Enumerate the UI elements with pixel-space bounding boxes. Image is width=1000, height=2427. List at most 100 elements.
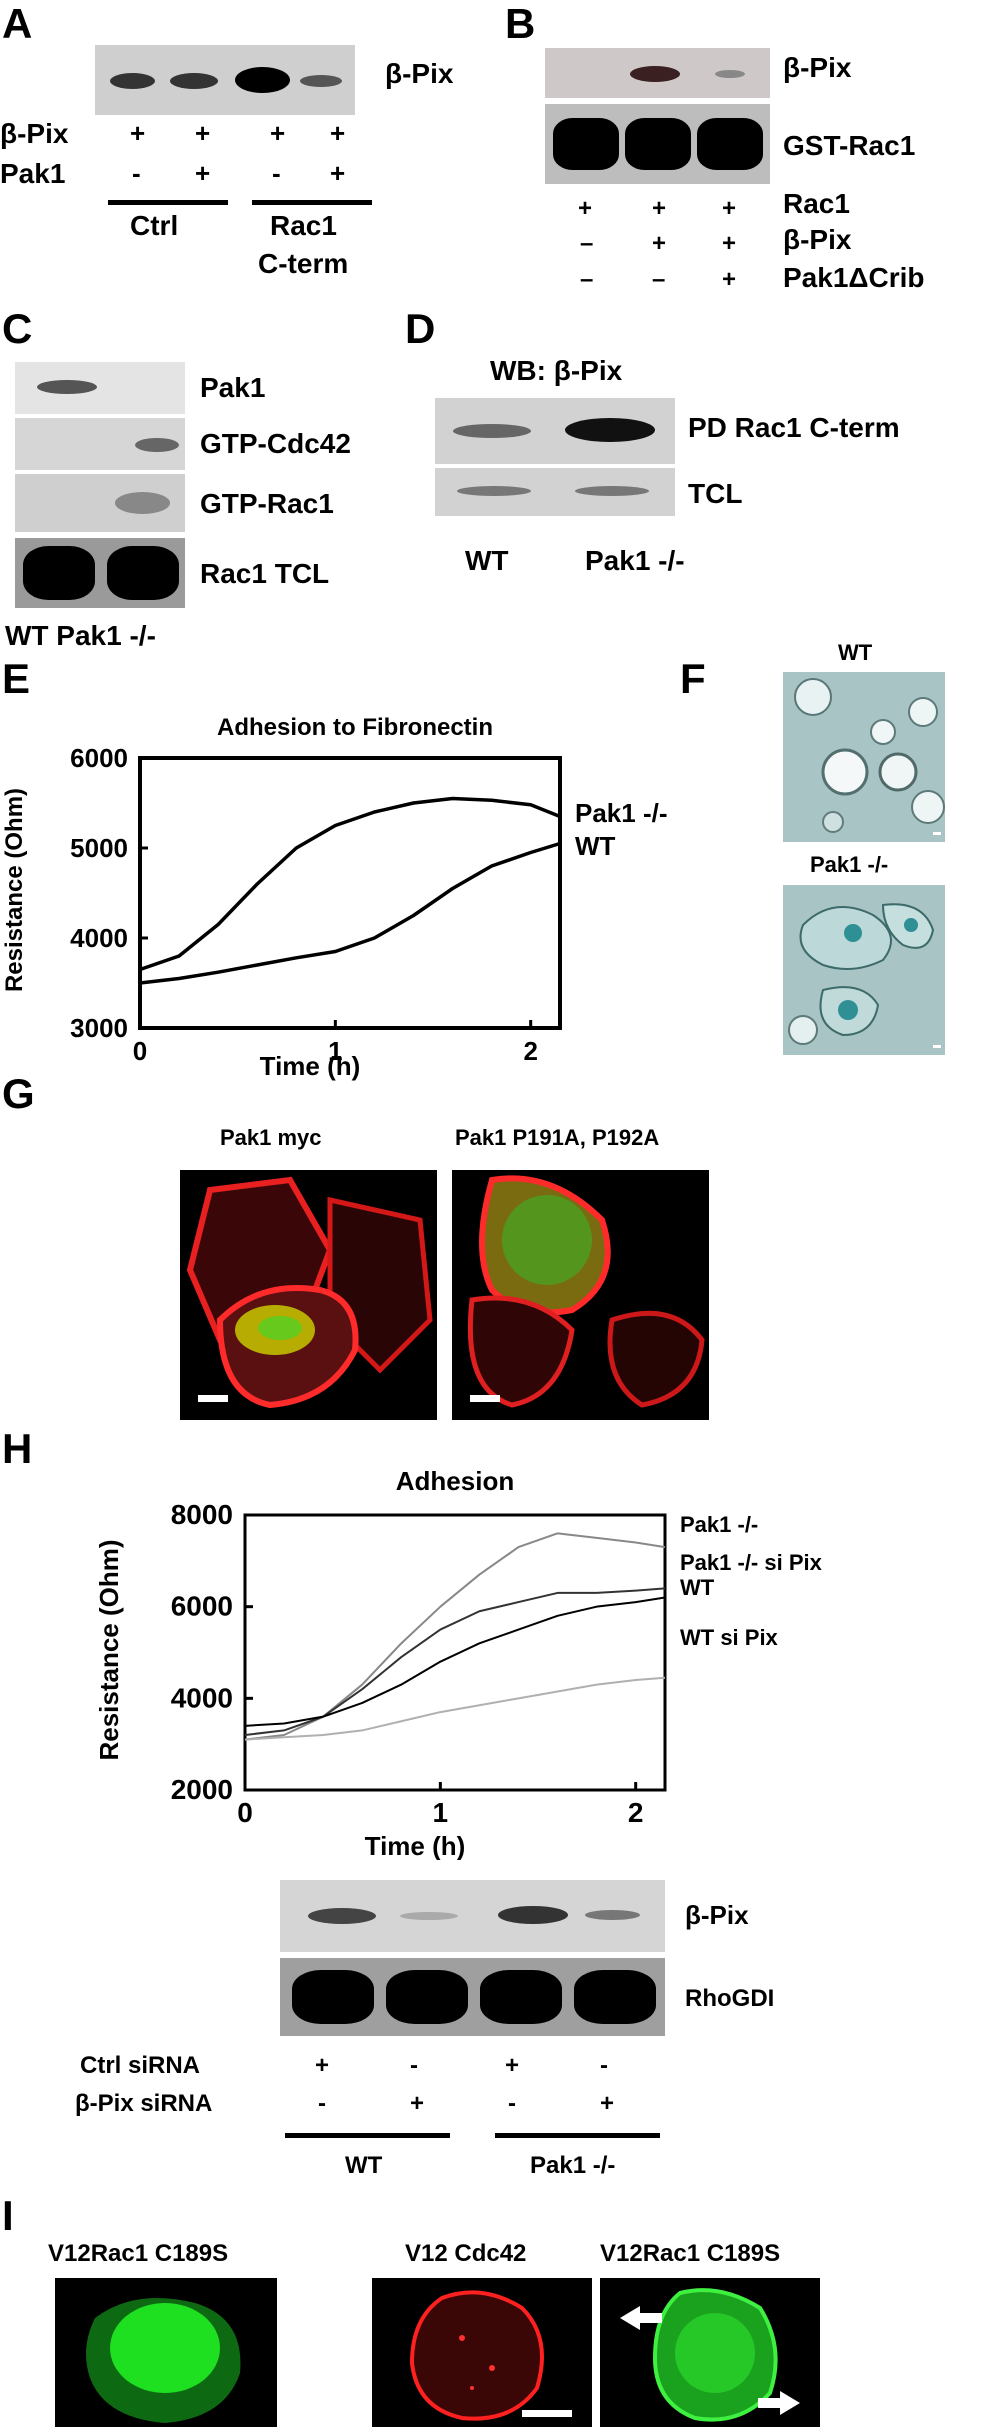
x-tick-label: 0 bbox=[237, 1797, 253, 1828]
mark: + bbox=[195, 118, 211, 148]
series-label-pak1: Pak1 -/- bbox=[680, 1512, 758, 1537]
lane-labels: WT Pak1 -/- bbox=[5, 620, 156, 651]
mark: + bbox=[130, 118, 146, 148]
row-label-beta-pix-sirna: β-Pix siRNA bbox=[75, 2090, 213, 2117]
blot-b-gst-rac1 bbox=[545, 104, 770, 184]
image-label-pak1: Pak1 -/- bbox=[810, 852, 889, 877]
chart-title: Adhesion bbox=[396, 1466, 514, 1496]
series-line-pak1-si-pix bbox=[244, 1587, 666, 1736]
series-label-pak1-sipix: Pak1 -/- si Pix bbox=[680, 1550, 823, 1575]
lane-label-wt: WT bbox=[465, 545, 509, 576]
x-tick-label: 0 bbox=[133, 1036, 147, 1066]
mark: - bbox=[600, 2052, 608, 2079]
mark: + bbox=[652, 230, 667, 257]
y-tick-label: 3000 bbox=[70, 1013, 128, 1043]
image-label-pak1-mutant: Pak1 P191A, P192A bbox=[455, 1125, 660, 1150]
series-label-wt: WT bbox=[575, 831, 616, 861]
blot-label: β-Pix bbox=[783, 52, 852, 83]
blot-c-gtp-rac1 bbox=[15, 474, 185, 532]
y-tick-label: 6000 bbox=[70, 743, 128, 773]
chart-h: Adhesion Resistance (Ohm) Time (h) 8000 6… bbox=[94, 1466, 823, 1860]
row-label-ctrl-sirna: Ctrl siRNA bbox=[80, 2052, 201, 2079]
micrograph-g-pak1-myc bbox=[180, 1170, 437, 1420]
blot-label: β-Pix bbox=[385, 58, 454, 89]
mark: – bbox=[580, 230, 594, 257]
series-line-wt-si-pix bbox=[244, 1676, 666, 1741]
y-tick-label: 4000 bbox=[70, 923, 128, 953]
image-label-pak1-myc: Pak1 myc bbox=[220, 1125, 322, 1150]
blot-label: β-Pix bbox=[685, 1900, 749, 1930]
mark: - bbox=[318, 2090, 326, 2117]
y-tick-label: 8000 bbox=[171, 1499, 233, 1530]
group-label-wt: WT bbox=[345, 2152, 383, 2179]
group-label-pak1: Pak1 -/- bbox=[530, 2152, 616, 2179]
series-line-pak1- bbox=[139, 796, 561, 972]
panel-letter-b: B bbox=[505, 0, 536, 47]
blot-d-pd-rac1 bbox=[435, 398, 675, 464]
mark: + bbox=[270, 118, 286, 148]
blot-a-beta-pix bbox=[95, 45, 355, 115]
row-label-pak1: Pak1 bbox=[0, 158, 66, 189]
group-rule-pak1 bbox=[495, 2133, 660, 2138]
panel-letter-c: C bbox=[2, 305, 33, 352]
row-label-beta-pix: β-Pix bbox=[0, 118, 69, 149]
plot-frame bbox=[138, 756, 562, 1030]
mark: - bbox=[410, 2052, 418, 2079]
x-tick-label: 1 bbox=[433, 1797, 449, 1828]
micrograph-g-pak1-mutant bbox=[452, 1170, 709, 1420]
mark: + bbox=[722, 266, 737, 293]
group-label-cterm: C-term bbox=[258, 248, 349, 279]
y-tick-label: 6000 bbox=[171, 1591, 233, 1622]
blot-b-beta-pix bbox=[545, 48, 770, 98]
row-label: Rac1 bbox=[783, 188, 850, 219]
group-rule-wt bbox=[285, 2133, 450, 2138]
x-axis-label: Time (h) bbox=[365, 1831, 466, 1860]
image-label-wt: WT bbox=[838, 640, 873, 665]
series-label-pak1: Pak1 -/- bbox=[575, 798, 668, 828]
blot-label: PD Rac1 C-term bbox=[688, 412, 900, 443]
lane-label-pak1: Pak1 -/- bbox=[585, 545, 685, 576]
mark: + bbox=[330, 118, 346, 148]
y-tick-label: 4000 bbox=[171, 1682, 233, 1713]
blot-header: WB: β-Pix bbox=[490, 355, 623, 386]
mark: + bbox=[505, 2052, 520, 2079]
chart-e: Adhesion to Fibronectin Resistance (Ohm)… bbox=[1, 714, 668, 1081]
mark: + bbox=[195, 158, 211, 188]
blot-label: Pak1 bbox=[200, 372, 266, 403]
chart-title: Adhesion to Fibronectin bbox=[217, 714, 493, 741]
group-rule-ctrl bbox=[108, 200, 228, 205]
mark: - bbox=[272, 158, 281, 188]
series-label-wt: WT bbox=[680, 1575, 715, 1600]
panel-letter-f: F bbox=[680, 655, 706, 702]
mark: + bbox=[722, 230, 737, 257]
blot-label: GTP-Rac1 bbox=[200, 488, 334, 519]
panel-letter-e: E bbox=[2, 655, 31, 702]
micrograph-i-v12rac1-a bbox=[55, 2278, 277, 2427]
image-label-v12cdc42: V12 Cdc42 bbox=[405, 2240, 527, 2267]
mark: + bbox=[578, 195, 593, 222]
x-axis-label: Time (h) bbox=[260, 1051, 361, 1081]
blot-h-beta-pix bbox=[280, 1880, 665, 1952]
series-line-wt bbox=[244, 1596, 666, 1727]
y-axis-label: Resistance (Ohm) bbox=[1, 788, 28, 992]
image-label-v12rac1-b: V12Rac1 C189S bbox=[600, 2240, 781, 2267]
blot-c-rac1-tcl bbox=[15, 538, 185, 608]
row-label: β-Pix bbox=[783, 224, 852, 255]
arrow-icon bbox=[620, 2306, 662, 2330]
y-axis-label: Resistance (Ohm) bbox=[94, 1539, 124, 1760]
x-tick-label: 1 bbox=[328, 1036, 342, 1066]
panel-letter-g: G bbox=[2, 1070, 35, 1117]
group-label-rac1: Rac1 bbox=[270, 210, 337, 241]
y-tick-label: 2000 bbox=[171, 1774, 233, 1805]
mark: + bbox=[652, 195, 667, 222]
micrograph-f-wt bbox=[783, 672, 945, 842]
x-tick-label: 2 bbox=[628, 1797, 644, 1828]
mark: + bbox=[722, 195, 737, 222]
mark: - bbox=[508, 2090, 516, 2117]
group-rule-rac1 bbox=[252, 200, 372, 205]
mark: + bbox=[330, 158, 346, 188]
blot-label: GST-Rac1 bbox=[783, 130, 916, 161]
series-label-wt-sipix: WT si Pix bbox=[680, 1625, 779, 1650]
mark: + bbox=[315, 2052, 330, 2079]
mark: – bbox=[652, 266, 666, 293]
